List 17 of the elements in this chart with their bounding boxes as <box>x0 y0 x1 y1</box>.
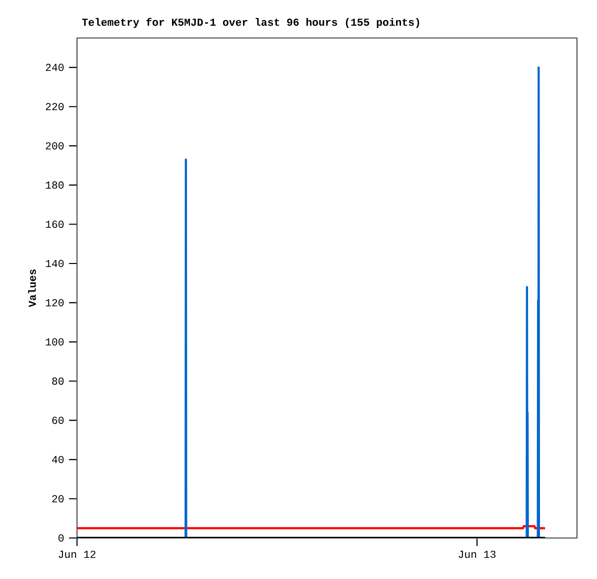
y-tick-label: 160 <box>46 220 64 228</box>
y-tick-label: 240 <box>46 64 64 72</box>
y-tick-label: 80 <box>52 378 64 385</box>
x-tick-label: Jun 12 <box>58 550 96 558</box>
y-tick-label: 200 <box>46 142 64 150</box>
y-tick-label: 20 <box>52 495 64 502</box>
y-tick-label: 180 <box>46 181 64 189</box>
y-tick-label: 40 <box>52 456 64 464</box>
y-tick-label: 140 <box>46 260 64 268</box>
y-axis-title: Values <box>28 269 36 308</box>
y-tick-label: 120 <box>46 299 64 306</box>
chart-title: Telemetry for K5MJD-1 over last 96 hours (155 points) <box>82 18 420 28</box>
y-tick-label: 220 <box>46 103 64 110</box>
x-tick-label: Jun 13 <box>458 550 496 558</box>
y-tick-label: 0 <box>58 534 64 542</box>
y-tick-label: 60 <box>52 416 64 424</box>
y-tick-label: 100 <box>46 338 64 346</box>
